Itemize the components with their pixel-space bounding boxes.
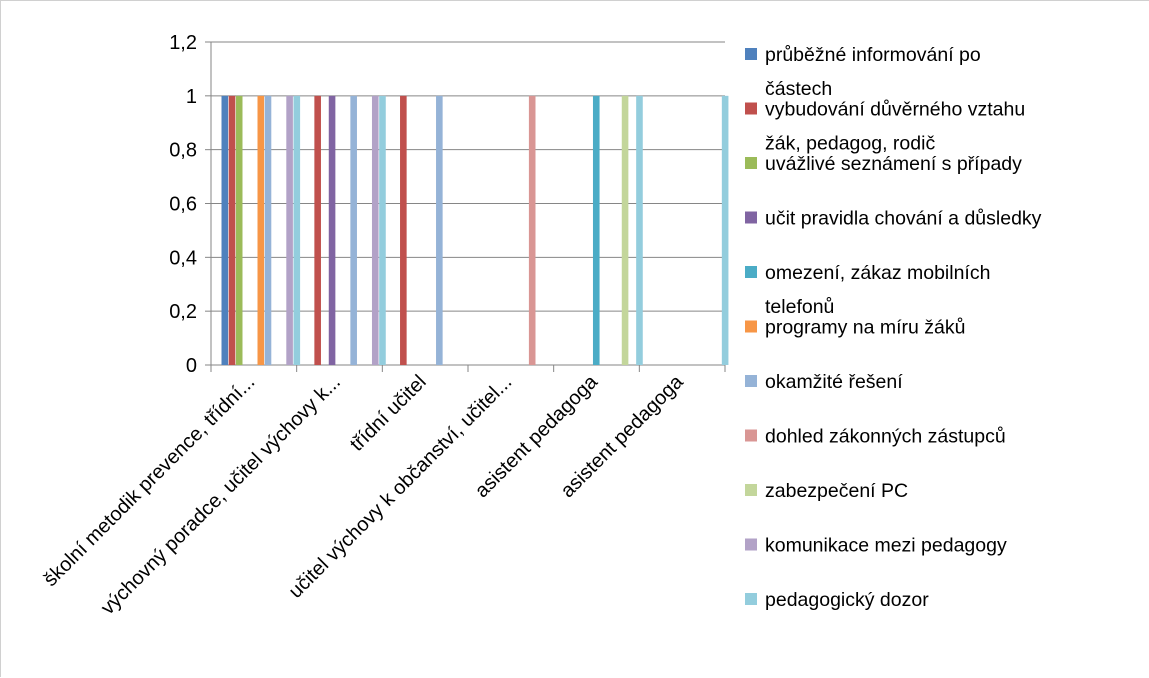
y-tick-label: 1,2: [169, 32, 197, 54]
legend-swatch: [745, 375, 757, 387]
legend-label: dohled zákonných zástupců: [765, 426, 1006, 448]
bar: [371, 95, 379, 365]
legend-swatch: [745, 538, 757, 551]
legend-label: žák, pedagog, rodič: [765, 133, 935, 155]
legend-label: částech: [765, 78, 832, 100]
legend-swatch: [745, 157, 757, 169]
legend-item: okamžité řešení: [745, 371, 903, 393]
legend-item: zabezpečení PC: [745, 480, 908, 502]
legend-swatch: [745, 484, 757, 496]
x-axis-category-labels: školní metodik prevence, třídní...výchov…: [39, 370, 688, 619]
legend-label: průběžné informování po: [765, 44, 981, 66]
legend-item: komunikace mezi pedagogy: [745, 535, 1007, 557]
bar: [436, 95, 443, 365]
legend-label: učit pravidla chování a důsledky: [765, 208, 1042, 230]
legend-item: programy na míru žáků: [745, 317, 966, 339]
legend-swatch: [745, 429, 757, 442]
bar: [379, 95, 386, 365]
legend-item: vybudování důvěrného vztahu žák, pedagog,…: [745, 99, 1025, 155]
legend-label: omezení, zákaz mobilních: [765, 262, 990, 284]
bar: [293, 95, 301, 365]
legend-label: programy na míru žáků: [765, 317, 966, 339]
bar: [257, 95, 265, 365]
bar: [328, 95, 336, 365]
bar: [314, 95, 321, 365]
y-tick-label: 1: [186, 86, 197, 108]
legend-item: uvážlivé seznámení s případy: [745, 153, 1022, 175]
legend-item: pedagogický dozor: [745, 589, 929, 611]
legend-label: okamžité řešení: [765, 371, 903, 393]
bars: [221, 95, 729, 365]
bar: [286, 95, 293, 365]
legend-label: komunikace mezi pedagogy: [765, 535, 1007, 557]
legend-swatch: [745, 102, 757, 115]
legend-item: učit pravidla chování a důsledky: [745, 208, 1042, 230]
bar: [264, 95, 272, 365]
legend-label: telefonů: [765, 296, 834, 318]
y-axis-tick-labels: 0 0,2 0,4 0,6 0,8 1 1,2: [169, 32, 197, 377]
bar: [350, 95, 357, 365]
legend-swatch: [745, 593, 757, 605]
y-tick-label: 0,8: [169, 140, 197, 162]
axes: [205, 41, 726, 372]
y-tick-label: 0,6: [169, 194, 197, 216]
bar: [621, 95, 629, 365]
legend: průběžné informování po částechvybudování…: [745, 44, 1042, 611]
legend-label: pedagogický dozor: [765, 589, 929, 611]
bar: [235, 95, 243, 365]
bar: [228, 95, 236, 365]
legend-item: omezení, zákaz mobilních telefonů: [745, 262, 990, 318]
legend-item: dohled zákonných zástupců: [745, 426, 1006, 448]
legend-swatch: [745, 266, 757, 278]
legend-swatch: [745, 320, 757, 333]
bar: [528, 95, 536, 365]
y-tick-label: 0,4: [169, 247, 197, 269]
legend-label: vybudování důvěrného vztahu: [765, 99, 1025, 121]
legend-label: uvážlivé seznámení s případy: [765, 153, 1022, 175]
bar: [636, 95, 643, 365]
bar: [400, 95, 407, 365]
legend-swatch: [745, 48, 757, 60]
x-category-label: třídní učitel: [346, 371, 431, 456]
legend-swatch: [745, 211, 757, 224]
bar: [721, 95, 729, 365]
y-tick-label: 0,2: [169, 301, 197, 323]
y-tick-label: 0: [186, 355, 197, 377]
bar: [592, 95, 600, 365]
legend-item: průběžné informování po částech: [745, 44, 981, 100]
legend-label: zabezpečení PC: [765, 480, 908, 502]
bar: [221, 95, 229, 365]
